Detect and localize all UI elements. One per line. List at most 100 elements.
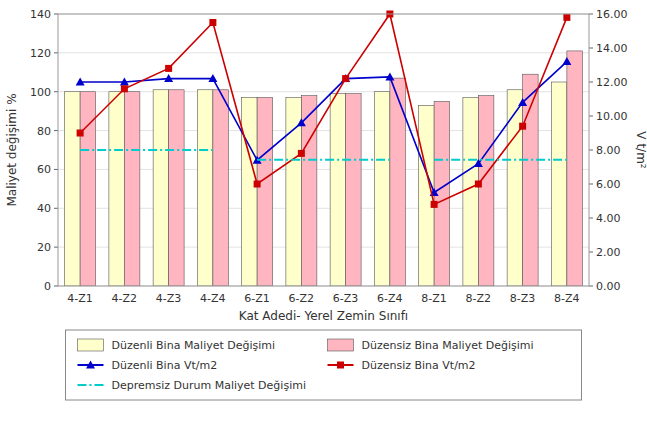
bar-series: [65, 82, 567, 286]
y-tick-label: 40: [37, 202, 51, 215]
legend-swatch: [78, 384, 104, 386]
legend-box: [66, 330, 582, 400]
legend: Düzenli Bina Maliyet Değişimi Düzensiz Bi…: [66, 330, 582, 400]
y2-tick: [589, 116, 593, 117]
bar: [507, 90, 522, 286]
y2-tick-label: 12.00: [596, 76, 628, 89]
x-axis-label: Kat Adedi- Yerel Zemin Sınıfı: [239, 309, 408, 323]
x-tick-label: 6-Z2: [289, 292, 315, 305]
y2-tick: [589, 150, 593, 151]
y2-tick-label: 8.00: [596, 144, 621, 157]
marker: [121, 85, 128, 92]
bar: [169, 90, 184, 286]
marker: [120, 78, 129, 86]
y2-tick: [589, 286, 593, 287]
bar: [109, 92, 124, 286]
line: [80, 14, 567, 204]
legend-marker: [337, 362, 344, 369]
marker: [298, 150, 305, 157]
y-axis-label: Maliyet değişimi %: [5, 93, 19, 206]
x-tick-label: 4-Z1: [67, 292, 93, 305]
legend-marker: [86, 361, 95, 369]
y-tick-label: 120: [30, 47, 51, 60]
line: [434, 159, 567, 161]
marker: [519, 123, 526, 130]
y-tick-label: 100: [30, 86, 51, 99]
marker: [164, 74, 173, 82]
y2-tick-label: 2.00: [596, 246, 621, 259]
bar: [567, 51, 582, 286]
y2-tick: [589, 252, 593, 253]
legend-marker: [86, 361, 95, 369]
marker: [341, 74, 350, 82]
line-series: [76, 57, 572, 196]
y-tick: [54, 91, 58, 92]
y2-tick: [589, 184, 593, 185]
y2-tick-label: 0.00: [596, 280, 621, 293]
legend-label: Düzensiz Bina Maliyet Değişimi: [362, 339, 534, 352]
x-tick-label: 6-Z1: [244, 292, 270, 305]
marker: [563, 14, 570, 21]
y-tick-label: 20: [37, 241, 51, 254]
legend-marker: [337, 362, 344, 369]
y-tick: [54, 169, 58, 170]
x-tick-label: 8-Z4: [554, 292, 580, 305]
marker: [431, 201, 438, 208]
bar: [242, 98, 257, 286]
marker: [342, 75, 349, 82]
bar: [463, 98, 478, 286]
legend-swatch: [78, 339, 104, 351]
marker: [254, 181, 261, 188]
y2-tick: [589, 48, 593, 49]
marker: [208, 74, 217, 82]
plot-area: [65, 11, 583, 287]
x-tick-label: 6-Z3: [333, 292, 359, 305]
y-tick: [54, 247, 58, 248]
marker: [562, 57, 571, 65]
y2-tick-label: 10.00: [596, 110, 628, 123]
y-tick-label: 0: [44, 280, 51, 293]
y-tick: [54, 208, 58, 209]
x-tick-label: 8-Z2: [466, 292, 492, 305]
line-series: [77, 11, 571, 208]
marker: [165, 65, 172, 72]
bar: [257, 98, 272, 286]
y2-tick: [589, 14, 593, 15]
y2-axis-label: V t/m²: [634, 131, 647, 168]
x-tick-label: 4-Z3: [156, 292, 182, 305]
legend-label: Düzenli Bina Vt/m2: [112, 359, 218, 372]
y2-tick: [589, 82, 593, 83]
x-tick-label: 4-Z2: [112, 292, 138, 305]
x-tick-label: 8-Z1: [421, 292, 447, 305]
plot-frame: [58, 14, 589, 286]
bar: [124, 92, 139, 286]
marker: [475, 181, 482, 188]
bar: [374, 92, 389, 286]
y-tick-label: 60: [37, 163, 51, 176]
marker: [209, 19, 216, 26]
bar: [153, 90, 168, 286]
y2-tick-label: 16.00: [596, 8, 628, 21]
bar-series: [80, 51, 582, 286]
bar: [478, 96, 493, 286]
legend-label: Düzenli Bina Maliyet Değişimi: [112, 339, 276, 352]
marker: [77, 130, 84, 137]
line-series: [80, 150, 567, 160]
bar: [197, 90, 212, 286]
y-tick: [54, 130, 58, 131]
line: [80, 62, 567, 193]
y-tick: [54, 14, 58, 15]
grid-line: [58, 52, 589, 53]
chart: 0204060801001201400.002.004.006.008.0010…: [0, 0, 647, 436]
y2-tick: [589, 218, 593, 219]
y-tick-label: 140: [30, 8, 51, 21]
x-tick-label: 6-Z4: [377, 292, 403, 305]
y-tick-label: 80: [37, 125, 51, 138]
line: [257, 159, 390, 161]
marker: [297, 118, 306, 126]
marker: [385, 72, 394, 80]
bar: [65, 92, 80, 286]
legend-swatch: [328, 339, 354, 351]
bar: [551, 82, 566, 286]
marker: [518, 98, 527, 106]
